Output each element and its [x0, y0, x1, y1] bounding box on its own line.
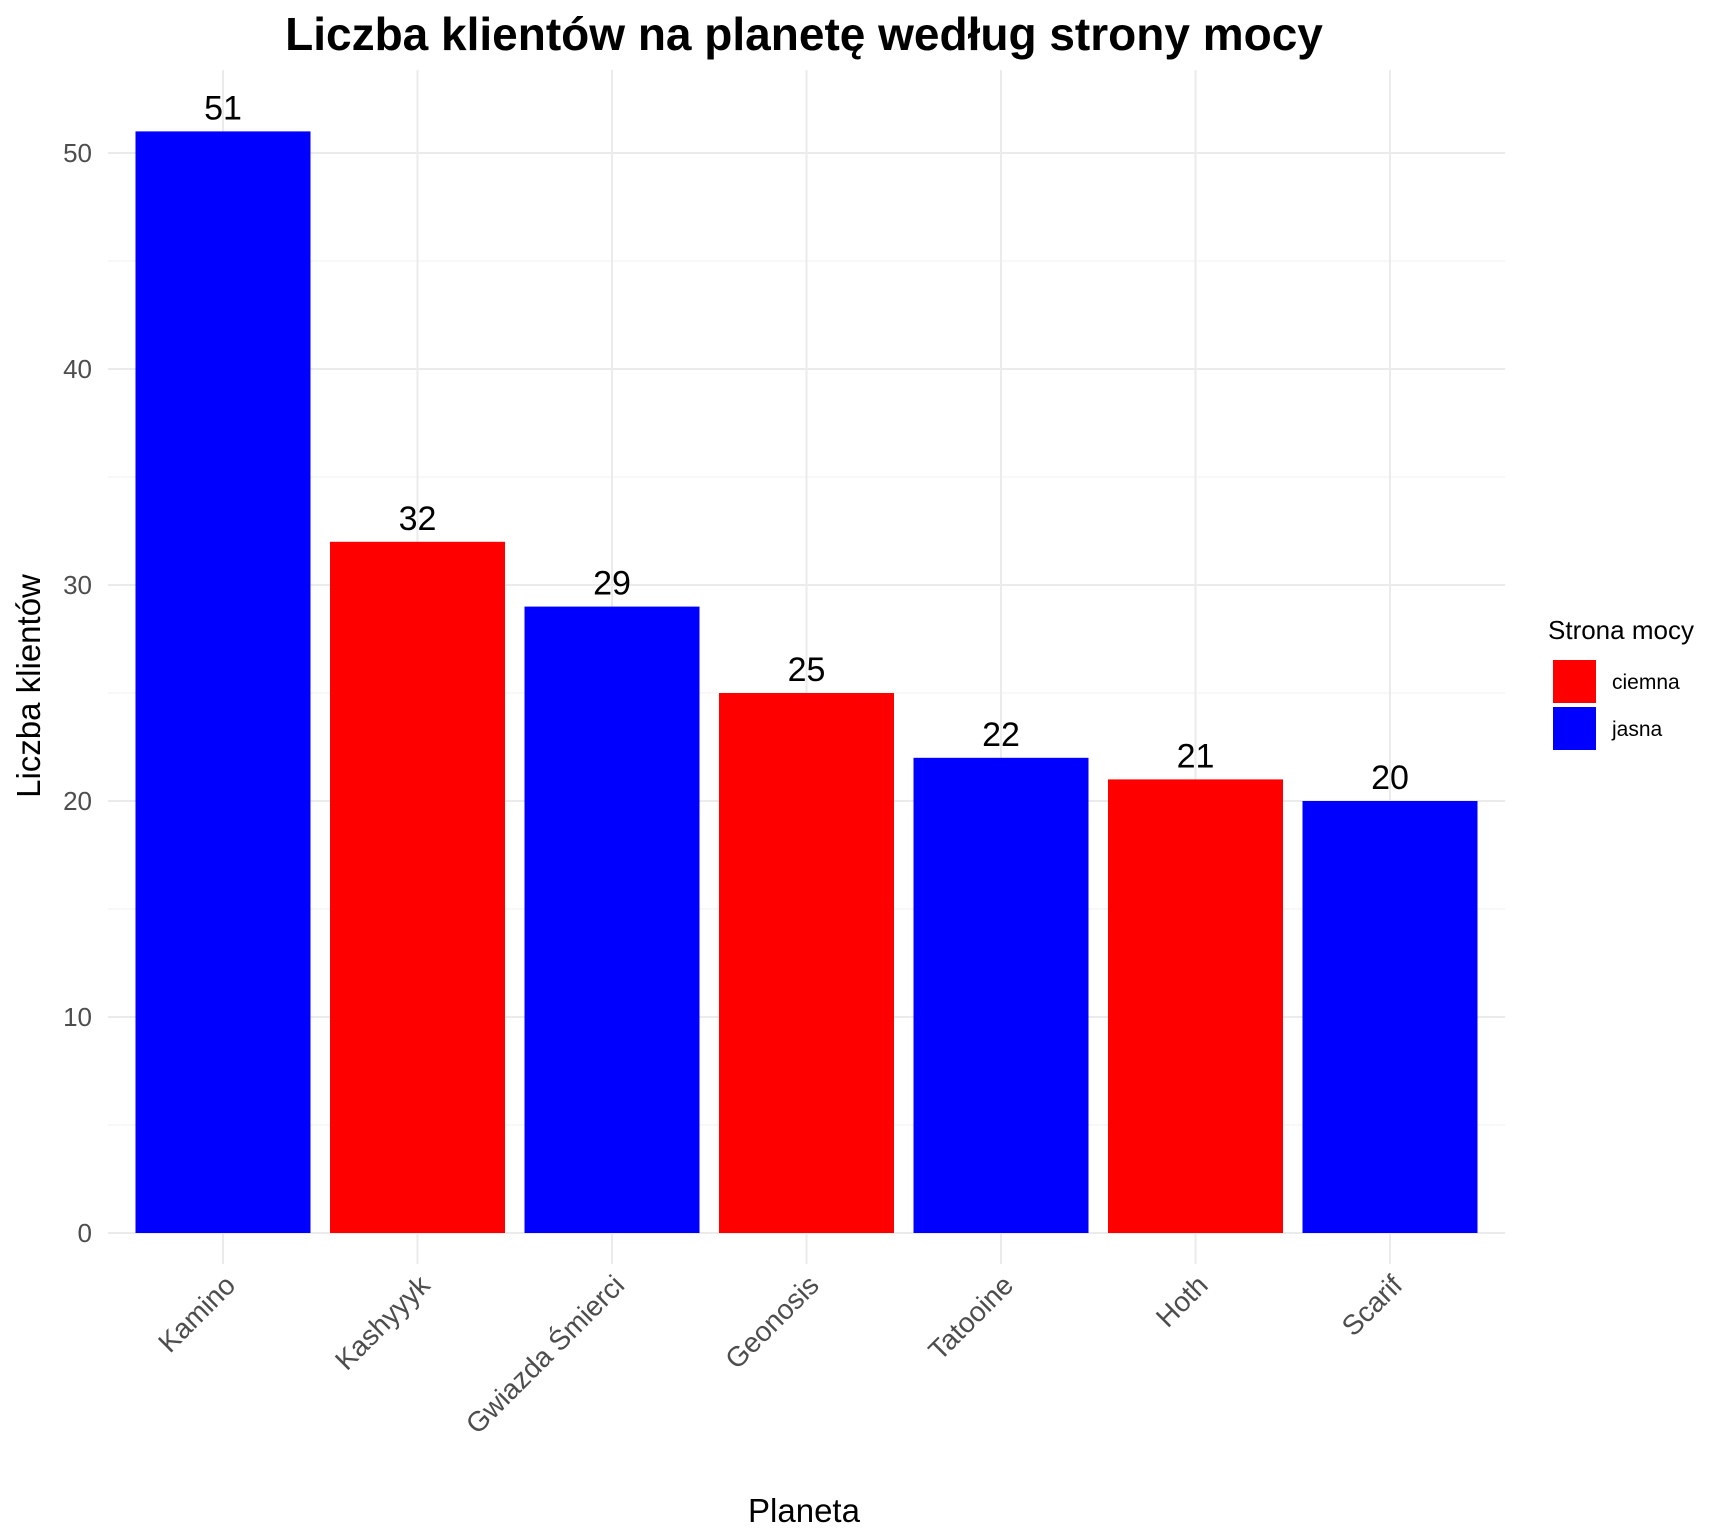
legend: Strona mocy ciemna jasna [1548, 615, 1694, 750]
data-label: 29 [593, 565, 631, 603]
bar-geonosis [719, 693, 894, 1233]
y-axis-ticks: 0 10 20 30 40 50 [63, 138, 92, 1248]
legend-label-ciemna: ciemna [1612, 671, 1680, 694]
bars [135, 131, 1478, 1233]
bar-gwiazda-śmierci [524, 606, 700, 1233]
legend-swatch-ciemna [1553, 660, 1596, 703]
x-tick-label: Tatooine [922, 1269, 1019, 1366]
data-label: 51 [204, 89, 242, 127]
bar-tatooine [913, 757, 1089, 1233]
y-tick-label: 50 [63, 138, 92, 168]
chart-title: Liczba klientów na planetę według strony… [285, 8, 1323, 60]
legend-label-jasna: jasna [1611, 718, 1663, 741]
data-label: 20 [1371, 759, 1409, 797]
x-tick-label: Scarif [1336, 1269, 1409, 1342]
data-label: 22 [982, 716, 1020, 754]
y-tick-label: 30 [63, 570, 92, 600]
data-label: 25 [788, 651, 826, 689]
x-axis-ticks: Kamino Kashyyyk Gwiazda Śmierci Geonosis Tat… [152, 1269, 1408, 1440]
legend-swatch-jasna [1553, 707, 1596, 750]
y-axis-title: Liczba klientów [10, 574, 47, 798]
legend-title: Strona mocy [1548, 615, 1694, 645]
legend-items: ciemna jasna [1553, 660, 1680, 750]
y-tick-label: 0 [78, 1218, 92, 1248]
y-tick-label: 40 [63, 354, 92, 384]
y-tick-label: 20 [63, 786, 92, 816]
bar-kashyyyk [330, 541, 505, 1233]
x-tick-label: Geonosis [719, 1269, 825, 1375]
bar-hoth [1108, 779, 1283, 1233]
data-labels: 51 32 29 25 22 21 20 [204, 89, 1409, 797]
x-tick-label: Hoth [1150, 1269, 1214, 1333]
data-label: 32 [399, 500, 437, 538]
x-tick-label: Kamino [152, 1269, 241, 1358]
x-axis-title: Planeta [748, 1492, 861, 1529]
x-tick-label: Gwiazda Śmierci [459, 1269, 630, 1440]
bar-scarif [1302, 801, 1478, 1233]
x-tick-label: Kashyyyk [329, 1269, 436, 1376]
y-tick-label: 10 [63, 1002, 92, 1032]
bar-kamino [135, 131, 311, 1233]
data-label: 21 [1177, 737, 1215, 775]
